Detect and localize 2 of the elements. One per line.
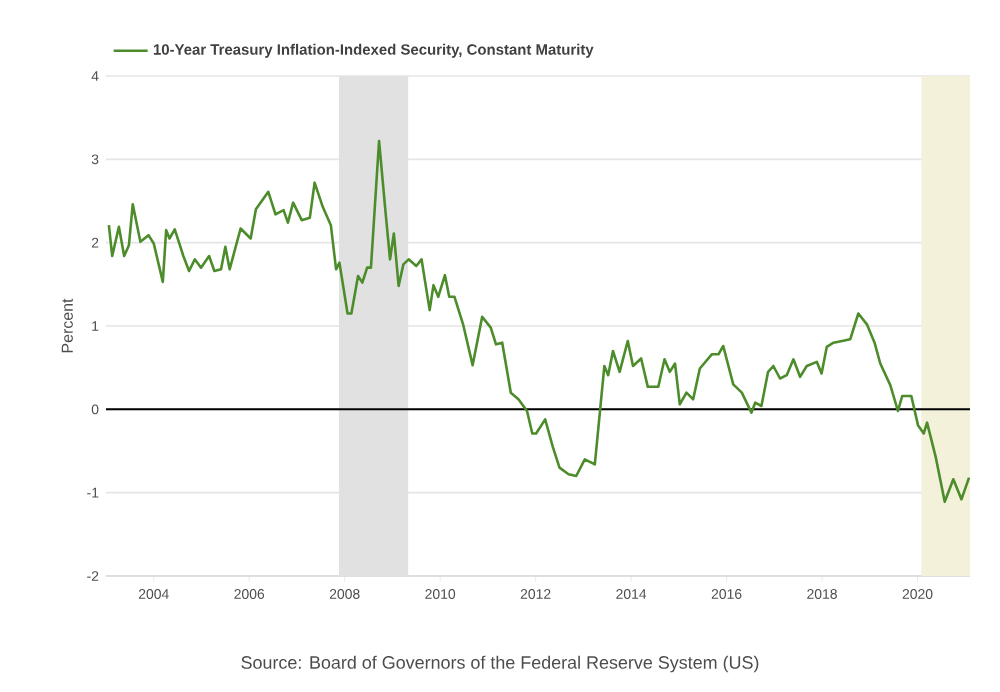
source-note: Source: Board of Governors of the Federal Reserve System (US)	[241, 655, 759, 673]
line-series	[107, 139, 971, 504]
